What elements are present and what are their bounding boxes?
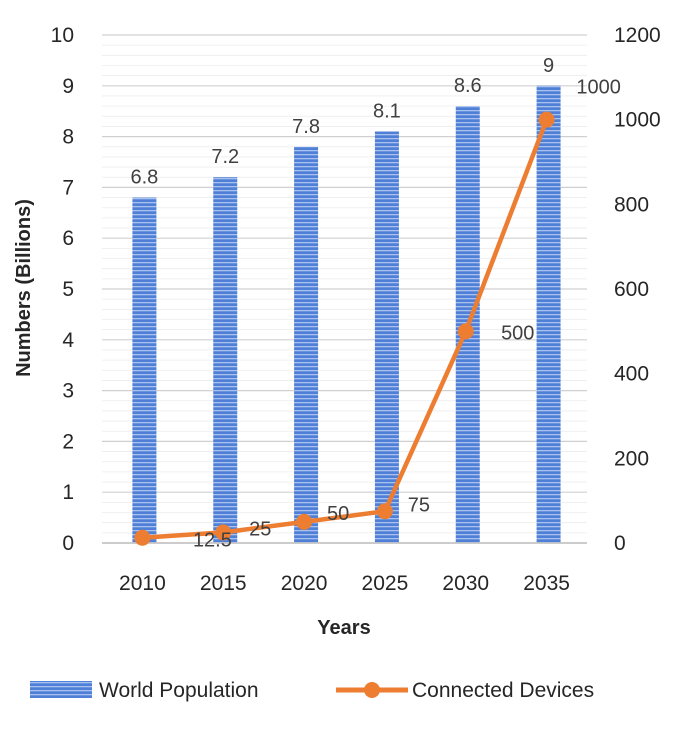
y-left-tick: 2 [62, 430, 74, 453]
y-left-tick: 4 [62, 329, 74, 352]
y-left-tick: 7 [62, 176, 74, 199]
line-label-2035: 1000 [576, 77, 621, 99]
legend: World Population Connected Devices [30, 679, 594, 702]
x-axis-title: Years [317, 617, 370, 639]
y-axis-title: Numbers (Billions) [13, 199, 35, 377]
bar-2035 [536, 85, 561, 544]
bar-2025 [374, 131, 399, 543]
marker-2015 [215, 524, 232, 541]
y-right-tick: 1000 [614, 109, 661, 132]
marker-2025 [376, 503, 393, 520]
bar-label-2030: 8.6 [454, 75, 482, 97]
y-right-tick: 1200 [614, 24, 661, 47]
y-left-tick: 3 [62, 380, 74, 403]
legend-item-connected-devices: Connected Devices [336, 679, 594, 702]
y-left-tick: 9 [62, 75, 74, 98]
bar-label-2020: 7.8 [292, 116, 320, 138]
y-left-tick: 1 [62, 481, 74, 504]
y-right-tick: 800 [614, 193, 649, 216]
bar-series-world-population [132, 85, 561, 544]
legend-swatch-world-population [30, 681, 92, 698]
gridlines [102, 34, 587, 544]
y-axis-left-ticks: 0 1 2 3 4 5 6 7 8 9 10 [51, 24, 75, 555]
bar-label-2035: 9 [543, 55, 554, 77]
y-right-tick: 0 [614, 532, 626, 555]
marker-2030 [457, 323, 474, 340]
marker-2020 [296, 513, 313, 530]
x-axis-ticks: 2010 2015 2020 2025 2030 2035 [119, 572, 570, 595]
line-data-labels: 12.5 25 50 75 500 1000 [193, 77, 621, 552]
bar-2020 [294, 146, 319, 543]
line-label-2015: 25 [249, 518, 271, 540]
line-label-2010: 12.5 [193, 530, 232, 552]
y-left-tick: 10 [51, 24, 74, 47]
x-tick-2025: 2025 [362, 572, 409, 595]
bar-label-2015: 7.2 [211, 146, 239, 168]
x-tick-2035: 2035 [523, 572, 570, 595]
y-left-tick: 0 [62, 532, 74, 555]
y-left-tick: 8 [62, 126, 74, 149]
y-left-tick: 5 [62, 278, 74, 301]
legend-item-world-population: World Population [30, 679, 259, 702]
line-label-2020: 50 [327, 503, 349, 525]
line-series-connected-devices [134, 111, 555, 546]
legend-label-connected-devices: Connected Devices [412, 679, 594, 702]
x-tick-2015: 2015 [200, 572, 247, 595]
bar-label-2010: 6.8 [131, 167, 159, 189]
marker-2010 [134, 529, 151, 546]
line-label-2025: 75 [408, 494, 430, 516]
bar-data-labels: 6.8 7.2 7.8 8.1 8.6 9 [131, 55, 555, 189]
bar-label-2025: 8.1 [373, 101, 401, 123]
legend-swatch-marker-connected-devices [364, 682, 380, 698]
connected-devices-line [142, 118, 549, 540]
y-left-tick: 6 [62, 227, 74, 250]
x-tick-2030: 2030 [442, 572, 489, 595]
legend-label-world-population: World Population [99, 679, 259, 702]
y-axis-right-ticks: 0 200 400 600 800 1000 1200 [614, 24, 661, 555]
y-right-tick: 200 [614, 447, 649, 470]
y-right-tick: 600 [614, 278, 649, 301]
x-tick-2010: 2010 [119, 572, 166, 595]
marker-2035 [538, 111, 555, 128]
bar-2015 [213, 177, 238, 544]
x-tick-2020: 2020 [281, 572, 328, 595]
line-label-2030: 500 [501, 322, 534, 344]
bar-2010 [132, 197, 157, 543]
y-right-tick: 400 [614, 363, 649, 386]
